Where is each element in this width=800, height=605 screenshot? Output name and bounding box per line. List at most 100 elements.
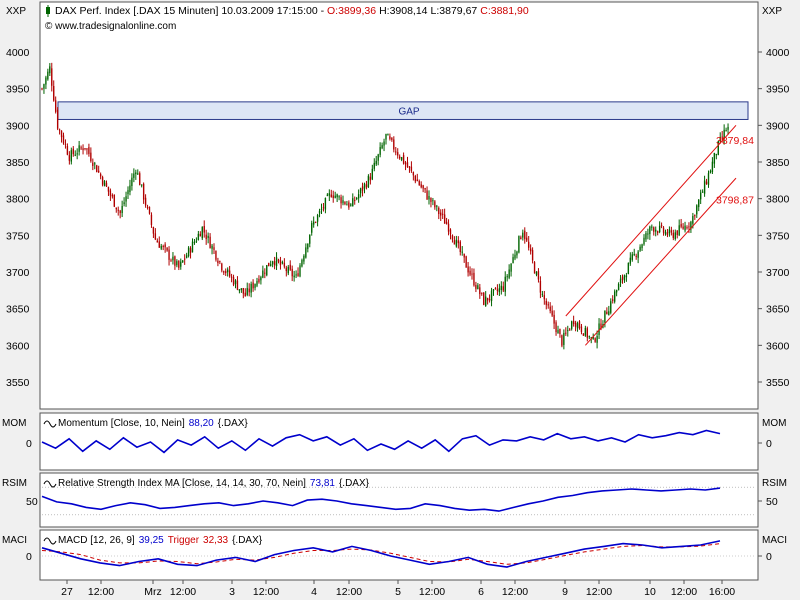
candle [189,246,192,259]
candle [53,80,55,102]
price-axis-right: 3550 3600 3650 3700 3750 3800 3850 3900 3950 4000 [758,47,790,389]
candle [410,161,413,173]
candle [41,87,43,91]
candle [51,62,53,92]
candle [531,247,534,264]
time-axis: 27 12:00 Mrz 12:00 3 12:00 4 12:00 5 12:00 6 12:00 9… [61,580,735,598]
candle [88,143,90,157]
candle [354,196,356,205]
candle [469,266,471,277]
candle [49,63,51,77]
candle [703,175,706,197]
candle [252,279,254,292]
candle [334,191,336,199]
gap-zone-label: GAP [398,107,419,118]
candle [686,225,688,230]
candle [111,193,114,199]
ohlc-close: C:3881,90 [480,5,529,17]
momentum-panel[interactable] [39,412,759,471]
candle [375,155,377,167]
candle [144,194,147,208]
candle [150,212,153,228]
candle [504,271,506,297]
candle [678,219,680,237]
candle [109,188,112,201]
time-tick-label: 12:00 [253,586,279,598]
candle [701,189,704,193]
price-tick-left: 3950 [6,84,30,96]
time-tick-label: 12:00 [586,586,612,598]
candle [142,182,145,204]
candle [393,136,395,153]
rsi-layer: 50 50 [26,486,778,516]
channel-upper-line[interactable] [565,125,737,317]
candle [705,178,708,185]
candle [84,148,86,151]
candle [696,204,698,218]
candle [217,257,219,267]
candle [672,229,675,241]
candle [594,337,596,343]
candle [242,287,245,299]
price-tick-left: 3700 [6,267,30,279]
momentum-side-label-left: MOM [2,418,26,429]
rsi-panel[interactable] [39,472,759,528]
price-panel[interactable] [39,1,759,410]
candle [545,298,547,310]
candle [127,186,129,200]
candle [443,208,446,224]
candle [674,229,676,241]
candle [234,279,237,289]
candle [96,164,98,173]
candle [660,222,663,229]
candle [602,320,604,329]
candle [205,229,207,245]
price-tick-right: 3850 [766,157,790,169]
candle [183,254,186,265]
candle [58,128,61,135]
time-tick-label: 12:00 [419,586,445,598]
candle [318,208,321,218]
candle [367,174,370,189]
candle [254,283,256,291]
channel-lower-line[interactable] [584,177,737,346]
candle [62,132,65,145]
candle [191,238,194,253]
candle [303,254,305,265]
candle [82,144,84,155]
candle [465,255,467,268]
candle [572,315,575,327]
candle [389,133,391,141]
candle [342,195,344,206]
candle [496,284,499,296]
candle [326,193,329,197]
candle [498,283,501,296]
candle [471,268,473,280]
gap-zone-layer: GAP [57,101,749,120]
macd-legend-ticker: {.DAX} [232,535,263,546]
candle [365,180,368,190]
candle [539,276,542,299]
candle [289,260,291,271]
candle [201,226,203,241]
candle [727,123,729,135]
candle [518,235,520,254]
candle [713,152,716,168]
candle [688,222,690,234]
candle [715,153,718,160]
candle [293,270,295,282]
macd-side-label-right: MACI [762,535,787,546]
indicator-tick-right: 0 [766,438,772,450]
candle [168,246,170,266]
price-tick-left: 3900 [6,120,30,132]
candle [314,221,317,224]
candle [338,195,340,201]
candle [422,184,424,193]
candle [651,224,653,231]
candle [312,216,315,228]
candle [70,147,73,165]
time-tick-label: 12:00 [671,586,697,598]
candle [211,243,213,255]
